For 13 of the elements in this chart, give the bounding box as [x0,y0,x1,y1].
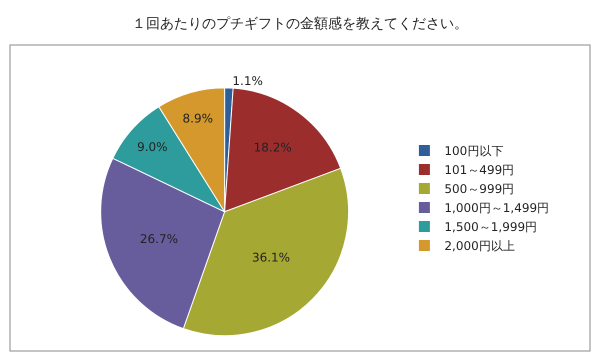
legend-label: 1,500～1,999円 [444,220,538,234]
data-label: 36.1% [252,250,290,264]
legend-label: 100円以下 [444,144,504,158]
legend-label: 2,000円以上 [444,239,515,254]
data-label: 9.0% [137,140,168,154]
legend-label: 101～499円 [444,163,514,178]
data-label: 1.1% [232,74,263,88]
data-label: 8.9% [182,111,214,126]
data-label: 18.2% [254,140,292,154]
legend-label: 500～999円 [444,182,514,196]
data-label: 26.7% [140,232,178,246]
chart-title: １回あたりのプチギフトの金額感を教えてください。 [132,16,468,32]
legend-label: 1,000円～1,499円 [444,201,550,216]
